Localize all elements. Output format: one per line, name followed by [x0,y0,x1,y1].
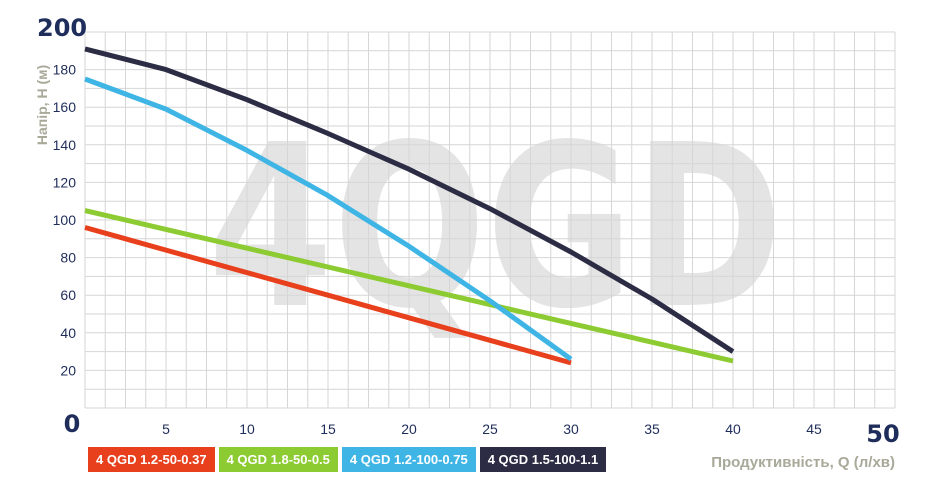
y-tick-label: 160 [53,99,77,115]
y-tick-label: 140 [53,137,77,153]
series-line-1 [84,225,572,366]
y-tick-label: 60 [60,287,76,303]
legend: 4 QGD 1.2-50-0.37 4 QGD 1.8-50-0.5 4 QGD 1… [88,447,607,472]
x-tick-label: 50 [866,420,899,448]
x-tick-label: 10 [239,421,255,437]
y-tick-label: 100 [53,212,77,228]
legend-item-4: 4 QGD 1.5-100-1.1 [479,447,607,472]
series-line-3 [84,76,573,362]
legend-item-2: 4 QGD 1.8-50-0.5 [218,447,338,472]
x-tick-label: 45 [806,421,822,437]
x-tick-label: 15 [320,421,336,437]
x-axis-title: Продуктивність, Q (л/хв) [711,454,895,471]
x-tick-label: 35 [644,421,660,437]
x-tick-label: 5 [162,421,170,437]
legend-item-1: 4 QGD 1.2-50-0.37 [88,447,215,472]
y-tick-label: 120 [53,174,77,190]
tick-layer: 0 5 10 15 20 25 30 35 40 45 50 20 40 60 80 100 120 140 160… [37,14,900,448]
grid-layer [84,31,896,409]
y-tick-label: 200 [37,14,87,42]
series-line-2 [84,208,734,364]
x-tick-label: 25 [482,421,498,437]
x-tick-label: 0 [64,410,81,438]
y-tick-label: 40 [60,325,76,341]
series-line-4 [84,46,735,354]
y-tick-label: 20 [60,362,76,378]
watermark-text: 4QGD [208,97,783,359]
y-tick-label: 180 [53,62,77,78]
x-tick-label: 40 [725,421,741,437]
x-tick-label: 30 [563,421,579,437]
x-tick-label: 20 [401,421,417,437]
legend-item-3: 4 QGD 1.2-100-0.75 [341,447,476,472]
y-tick-label: 80 [60,250,76,266]
watermark-layer: 4QGD [208,97,783,359]
series-layer [84,46,735,366]
y-axis-title: Напір, Н (м) [34,65,50,145]
